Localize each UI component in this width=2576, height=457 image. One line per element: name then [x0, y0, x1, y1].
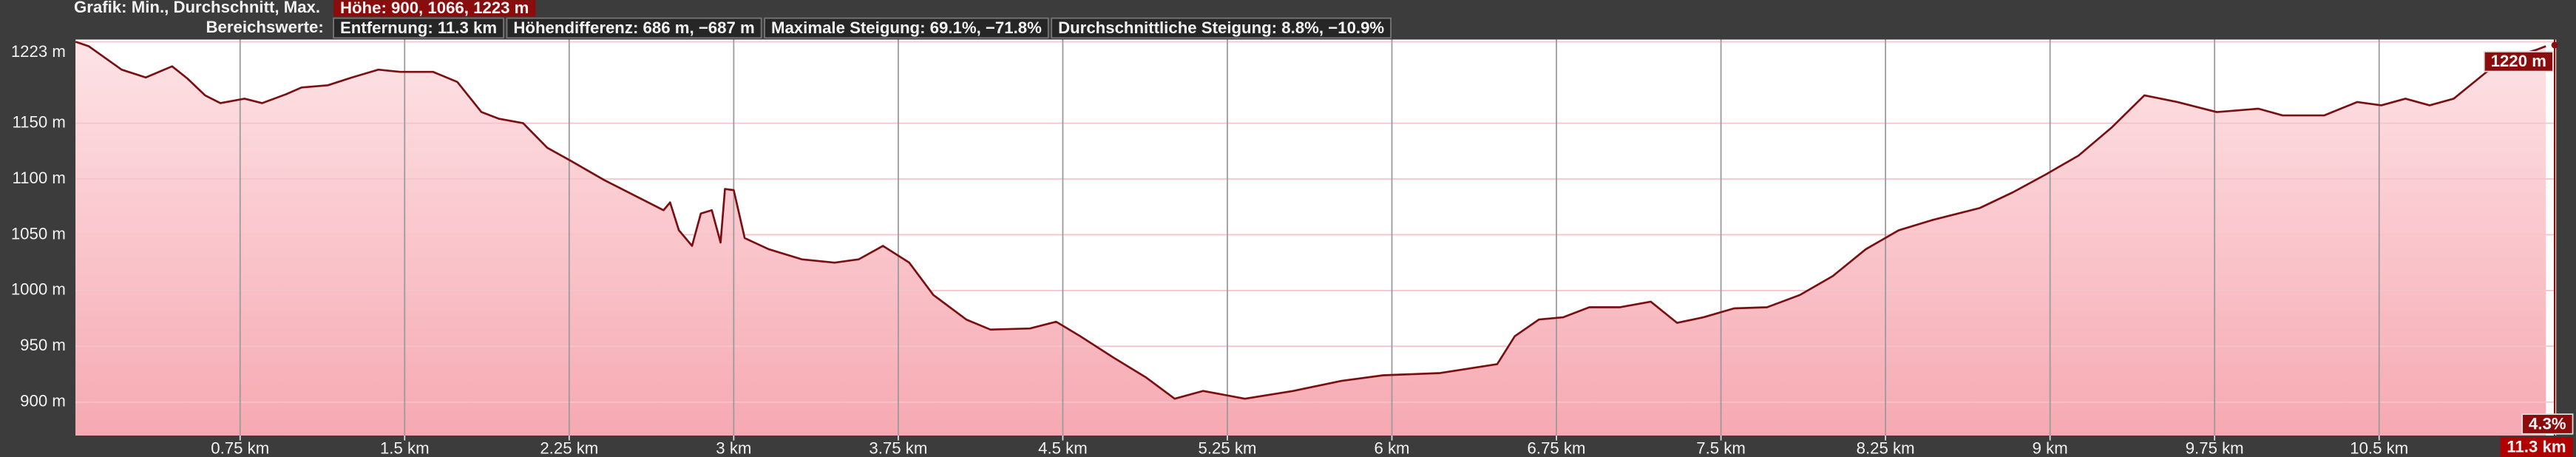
range-value-box [506, 17, 762, 39]
x-tick-label: 2.25 km [540, 439, 598, 457]
cursor-point [2551, 41, 2558, 49]
x-tick-label: 3.75 km [869, 439, 927, 457]
x-tick-label: 4.5 km [1038, 439, 1088, 457]
y-tick-label: 1150 m [12, 112, 65, 131]
range-value: Höhendifferenz: 686 m, −687 m [513, 18, 754, 37]
x-tick-label: 7.5 km [1696, 439, 1746, 457]
y-tick-label: 1050 m [11, 224, 66, 243]
y-tick-label: 900 m [20, 392, 66, 410]
range-value: Maximale Steigung: 69.1%, −71.8% [771, 18, 1042, 37]
summary-value-box [333, 0, 536, 17]
y-tick-label: 1000 m [11, 280, 66, 299]
x-tick-label: 6.75 km [1528, 439, 1586, 457]
range-value: Durchschnittliche Steigung: 8.8%, −10.9% [1058, 18, 1384, 37]
x-tick-label: 1.5 km [380, 439, 430, 457]
y-tick-label: 1223 m [11, 42, 66, 61]
summary-label: Grafik: Min., Durchschnitt, Max. [74, 0, 320, 16]
cursor-x-label: 11.3 km [2506, 437, 2566, 456]
y-tick-label: 1100 m [12, 169, 65, 187]
x-tick-label: 9 km [2033, 439, 2068, 457]
cursor-x-label-box [2500, 437, 2573, 457]
area-fill [75, 41, 2546, 436]
range-value-box [1051, 17, 1392, 39]
cursor-elevation-label: 1220 m [2491, 52, 2546, 70]
range-value-box [764, 17, 1049, 39]
elevation-line [75, 41, 2546, 400]
x-tick-label: 5.25 km [1198, 439, 1256, 457]
x-tick-label: 6 km [1374, 439, 1409, 457]
x-tick-label: 3 km [716, 439, 751, 457]
x-tick-label: 9.75 km [2186, 439, 2244, 457]
y-tick-label: 950 m [20, 336, 66, 354]
cursor-slope-label-box [2521, 413, 2574, 435]
right-strip [2556, 39, 2576, 436]
range-value: Entfernung: 11.3 km [340, 18, 497, 37]
range-label: Bereichswerte: [206, 18, 324, 36]
cursor-slope-label: 4.3% [2529, 414, 2566, 433]
cursor-elevation-label-box [2483, 51, 2554, 72]
range-value-box [333, 17, 504, 39]
x-tick-label: 0.75 km [211, 439, 269, 457]
summary-value: Höhe: 900, 1066, 1223 m [340, 0, 529, 17]
x-tick-label: 8.25 km [1857, 439, 1915, 457]
x-tick-label: 10.5 km [2350, 439, 2408, 457]
